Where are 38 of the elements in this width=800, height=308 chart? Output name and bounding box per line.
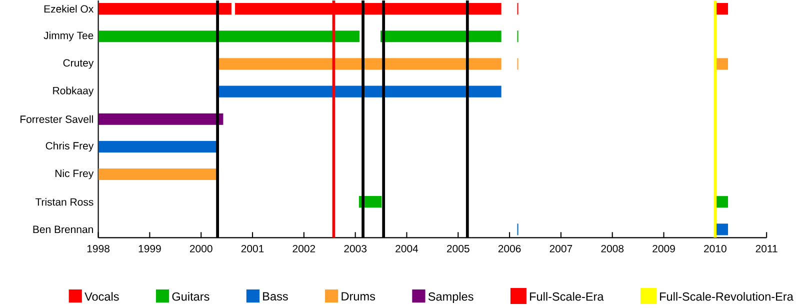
y-tick-label: Robkaay — [53, 86, 94, 97]
legend-label: Vocals — [84, 292, 119, 301]
y-tick-label: Chris Frey — [46, 142, 94, 152]
y-tick-label: Forrester Savell — [20, 115, 93, 124]
bar — [98, 168, 218, 180]
x-tick-label: 2008 — [601, 245, 624, 252]
x-tick-label: 2009 — [652, 245, 675, 252]
legend-label: Bass — [263, 292, 288, 301]
x-tick-label: 2011 — [756, 245, 778, 252]
legend-label: Full-Scale-Era — [530, 292, 604, 301]
x-tick-label: 2001 — [241, 245, 264, 252]
legend-label: Drums — [342, 292, 376, 301]
bar — [217, 86, 502, 98]
bar — [98, 140, 218, 153]
bar — [98, 113, 224, 125]
x-tick-label: 2000 — [190, 245, 212, 252]
bar — [217, 58, 502, 70]
bar — [98, 30, 360, 42]
y-tick-label: Crutey — [63, 59, 94, 69]
x-tick-label: 2005 — [447, 245, 470, 252]
bar — [380, 30, 502, 42]
bar — [98, 3, 232, 15]
x-tick-label: 2003 — [344, 245, 367, 252]
y-tick-label: Ezekiel Ox — [44, 5, 94, 13]
x-tick-label: 1998 — [87, 245, 110, 252]
y-tick-label: Nic Frey — [56, 169, 94, 180]
y-tick-label: Tristan Ross — [35, 198, 94, 206]
legend-label: Full-Scale-Revolution-Era — [660, 292, 794, 301]
x-tick-label: 2002 — [292, 245, 316, 252]
x-tick-label: 1999 — [138, 245, 161, 252]
x-tick-label: 2004 — [396, 245, 418, 252]
y-tick-label: Ben Brennan — [33, 226, 93, 234]
x-tick-label: 2010 — [704, 245, 726, 252]
x-tick-label: 2007 — [550, 245, 572, 252]
y-tick-label: Jimmy Tee — [44, 32, 94, 42]
x-tick-label: 2006 — [498, 245, 521, 252]
legend-label: Samples — [428, 292, 474, 304]
legend-label: Guitars — [172, 292, 210, 301]
